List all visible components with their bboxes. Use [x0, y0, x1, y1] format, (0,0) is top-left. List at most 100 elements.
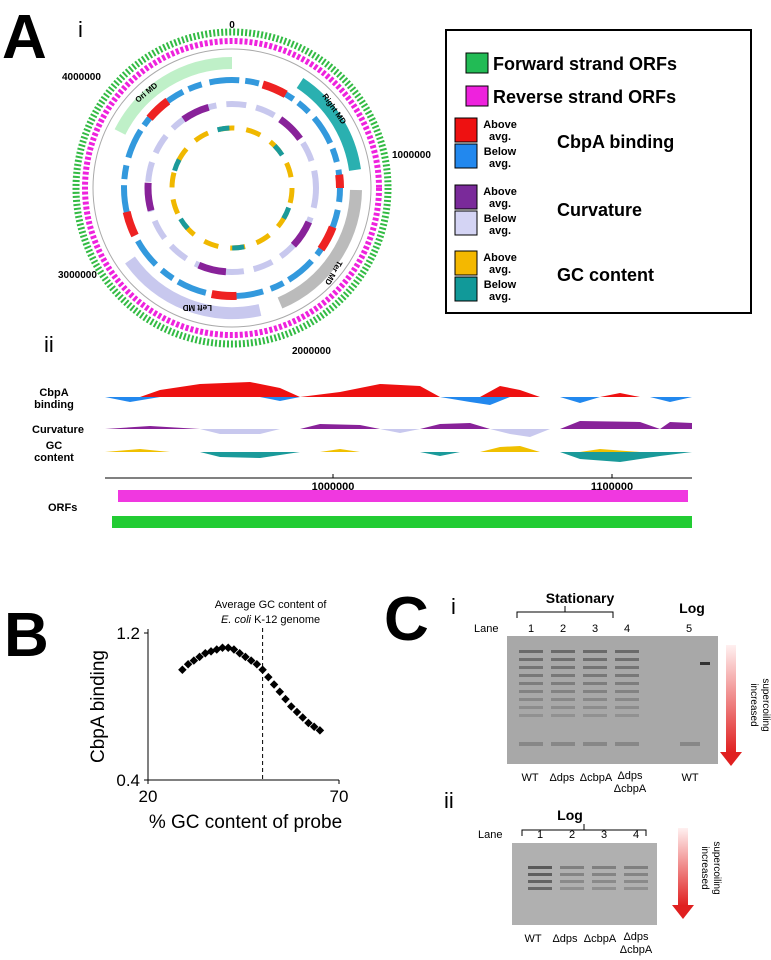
panel-letter: A: [2, 3, 47, 72]
band: [519, 690, 543, 693]
band: [624, 880, 648, 883]
circle-tick: 4000000: [62, 72, 101, 83]
lane-number: 5: [686, 623, 692, 635]
band: [583, 650, 607, 653]
lane-number: 2: [560, 623, 566, 635]
gel-bands: [519, 650, 710, 890]
point: [178, 665, 187, 674]
band: [519, 658, 543, 661]
band: [583, 690, 607, 693]
band: [528, 873, 552, 876]
point: [269, 680, 279, 689]
arrow-label: increased: [699, 846, 710, 889]
genome-circle: [72, 28, 392, 348]
legend-label: CbpA binding: [557, 132, 675, 152]
legend-swatch: [454, 276, 478, 302]
lane-label: Lane: [474, 623, 498, 635]
circle-tick: 1000000: [392, 150, 431, 161]
legend-label: Reverse strand ORFs: [493, 87, 677, 107]
strain-label: ΔcbpA: [580, 772, 613, 784]
panel-letter: B: [4, 601, 49, 670]
point: [315, 726, 325, 735]
legend-swatch: [465, 52, 489, 74]
arrow-label: supercoiling: [711, 841, 722, 894]
legend-swatch: [454, 143, 478, 169]
band: [551, 742, 575, 746]
band: [592, 880, 616, 883]
band: [615, 674, 639, 677]
lane-number: 3: [592, 623, 598, 635]
legend-sublabel: Below avg.: [483, 279, 517, 303]
condition-label: Stationary: [546, 590, 615, 606]
x-tick-label: 70: [330, 787, 349, 806]
point: [298, 713, 307, 722]
annotation: E. coli K-12 genome: [221, 614, 320, 626]
band: [519, 706, 543, 709]
band: [519, 698, 543, 701]
panel-letter: C: [384, 585, 429, 654]
band: [519, 682, 543, 685]
legend-swatch: [465, 85, 489, 107]
bracket: [516, 606, 614, 618]
strain-label: ΔcbpA: [620, 944, 653, 956]
band: [624, 866, 648, 869]
band: [560, 873, 584, 876]
band: [551, 714, 575, 717]
band: [583, 698, 607, 701]
band: [519, 674, 543, 677]
band: [615, 682, 639, 685]
band: [560, 887, 584, 890]
point: [281, 694, 290, 704]
band: [519, 666, 543, 669]
band: [551, 658, 575, 661]
band: [583, 714, 607, 717]
annotation-text: K-12 genome: [254, 614, 320, 626]
bracket: [521, 824, 647, 836]
sub-label: i: [78, 17, 83, 42]
arrow: [672, 905, 694, 919]
point: [304, 718, 313, 728]
band: [551, 690, 575, 693]
strain-label: WT: [681, 772, 698, 784]
legend-sublabel: Above avg.: [483, 186, 517, 210]
band: [592, 866, 616, 869]
arrow: [726, 645, 736, 753]
track-tick: 1100000: [591, 481, 633, 493]
circle-tick: 2000000: [292, 346, 331, 357]
legend-swatch: [454, 210, 478, 236]
sub-label: ii: [44, 332, 54, 357]
band: [583, 682, 607, 685]
annotation-species: E. coli: [221, 614, 252, 626]
y-tick-label: 1.2: [116, 624, 140, 643]
legend-label: Forward strand ORFs: [493, 54, 678, 74]
band: [551, 650, 575, 653]
strain-label: WT: [524, 933, 541, 945]
scatter-chart: 0.4 1.2 20 70 CbpA binding % GC content of pr…: [88, 599, 348, 833]
band: [615, 698, 639, 701]
arrow-label: supercoiling: [760, 678, 771, 731]
band: [583, 706, 607, 709]
arrow: [720, 752, 742, 766]
band: [615, 690, 639, 693]
band: [592, 887, 616, 890]
point: [292, 707, 302, 717]
annotation: Average GC content of: [215, 599, 328, 611]
lane-number: 1: [528, 623, 534, 635]
legend-box: [445, 29, 752, 314]
lane-number: 3: [601, 829, 607, 841]
band: [560, 866, 584, 869]
lane-number: 1: [537, 829, 543, 841]
band: [624, 887, 648, 890]
legend-swatch: [454, 117, 478, 143]
legend-swatch: [454, 184, 478, 210]
band: [615, 650, 639, 653]
track-label: GC content: [34, 440, 74, 464]
band: [519, 742, 543, 746]
point: [258, 665, 267, 674]
linear-tracks: [105, 382, 692, 528]
arrow: [678, 828, 688, 906]
band: [592, 873, 616, 876]
circle-tick: 0: [229, 20, 235, 31]
